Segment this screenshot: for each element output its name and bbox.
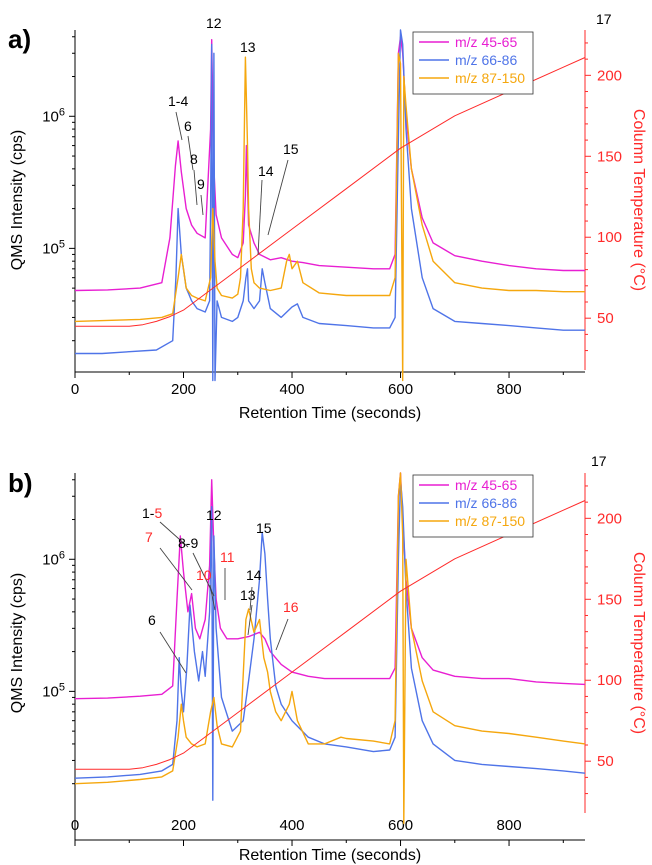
y-axis-title: QMS Intensity (cps) <box>9 130 26 270</box>
series-line <box>75 29 585 382</box>
panel-label: b) <box>8 468 33 498</box>
x-tick-label: 800 <box>497 381 522 398</box>
x-axis-title: Retention Time (seconds) <box>239 405 421 422</box>
y2-tick-label: 200 <box>597 510 622 527</box>
y2-tick-label: 50 <box>597 753 614 770</box>
peak-label: 15 <box>256 520 272 536</box>
x-axis-title: Retention Time (seconds) <box>239 847 421 864</box>
peak-label: 13 <box>240 587 256 603</box>
annotation-leader <box>159 547 193 591</box>
y2-tick-label: 150 <box>597 148 622 165</box>
annotation-leader <box>257 179 263 256</box>
annotation-leader <box>267 159 289 236</box>
annotation-leader <box>249 586 253 611</box>
peak-label: 16 <box>283 599 299 615</box>
y2-axis-title: Column Temperature (°C) <box>630 109 647 291</box>
legend-label: m/z 45-65 <box>455 477 517 493</box>
annotation-leader <box>175 111 183 141</box>
peak-label: 10 <box>196 567 212 583</box>
peak-label: 13 <box>240 39 256 55</box>
y-axis-title: QMS Intensity (cps) <box>9 573 26 713</box>
panel-b: b)0 200 400 600 80010510650100150200Retentio… <box>8 453 647 864</box>
series-line <box>74 52 585 382</box>
legend-label: m/z 66-86 <box>455 495 517 511</box>
y2-tick-label: 50 <box>597 310 614 327</box>
annotation-leader <box>193 169 198 206</box>
temperature-line <box>75 57 586 327</box>
panel-a: a) 0 200 400 600 800 105 106 50 100 150 200 Retentio… <box>8 11 647 422</box>
annotation-leader <box>209 584 216 611</box>
x-tick-label: 0 <box>71 381 79 398</box>
y2-axis-title: Column Temperature (°C) <box>630 552 647 734</box>
y2-tick-label: 100 <box>597 672 622 689</box>
annotation-leader <box>159 631 187 674</box>
x-tick-label: 200 <box>171 381 196 398</box>
temperature-line <box>75 500 586 770</box>
series-line <box>74 472 586 700</box>
peak-label: 6 <box>184 118 192 134</box>
annotation-leader <box>159 521 189 548</box>
legend-label: m/z 45-65 <box>455 34 517 50</box>
peak-label: 14 <box>258 163 274 179</box>
series-line <box>74 479 586 801</box>
legend-label: m/z 87-150 <box>455 513 525 529</box>
panel-label: a) <box>8 24 31 54</box>
peak-label: 1-5 <box>142 505 162 521</box>
y-tick-label: 106 <box>42 106 65 125</box>
peak-label: 8-9 <box>178 535 198 551</box>
peak-label: 12 <box>206 507 222 523</box>
annotation-leader <box>187 135 194 171</box>
x-tick-label: 800 <box>497 817 522 834</box>
y2-tick-label: 150 <box>597 591 622 608</box>
x-tick-label: 400 <box>280 381 305 398</box>
peak-label: 8 <box>190 151 198 167</box>
peak-label: 15 <box>283 141 299 157</box>
x-tick-label: 200 <box>171 817 196 834</box>
legend-label: m/z 87-150 <box>455 70 525 86</box>
annotation-leader <box>200 194 204 216</box>
y-tick-label: 105 <box>42 238 65 257</box>
x-tick-label: 0 <box>71 817 79 834</box>
peak-label: 7 <box>145 529 153 545</box>
annotation-leader <box>247 604 253 636</box>
peak-label: 11 <box>220 549 235 565</box>
series-line <box>74 472 586 825</box>
x-tick-label: 600 <box>388 381 413 398</box>
peak-label: 6 <box>148 612 156 628</box>
peak-label: 14 <box>246 567 262 583</box>
peak-label: 17 <box>596 11 612 27</box>
y2-tick-label: 100 <box>597 229 622 246</box>
x-tick-label: 400 <box>280 817 305 834</box>
annotation-leader <box>275 618 289 651</box>
y-tick-label: 106 <box>42 549 65 568</box>
peak-label: 9 <box>197 176 205 192</box>
peak-label: 17 <box>591 453 607 469</box>
y-tick-label: 105 <box>42 681 65 700</box>
y2-tick-label: 200 <box>597 67 622 84</box>
x-tick-label: 600 <box>388 817 413 834</box>
legend-label: m/z 66-86 <box>455 52 517 68</box>
peak-label: 1-4 <box>168 93 188 109</box>
peak-label: 12 <box>206 15 222 31</box>
